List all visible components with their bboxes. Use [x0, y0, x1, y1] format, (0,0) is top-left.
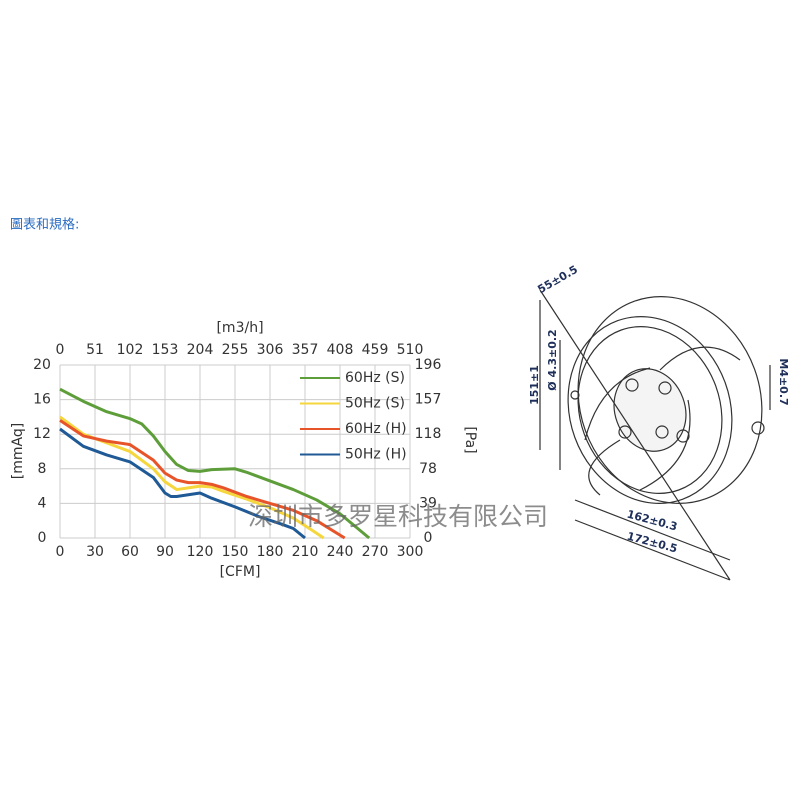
legend-label: 50Hz (S)	[345, 396, 405, 412]
fan-drawing	[539, 289, 771, 581]
x-tick-label: 150	[222, 544, 249, 560]
y-tick-label: 0	[38, 530, 47, 546]
dimension-label: M4±0.7	[777, 358, 790, 405]
x2-tick-label: 204	[187, 342, 214, 358]
legend-label: 60Hz (H)	[345, 421, 407, 437]
x2-tick-label: 51	[86, 342, 104, 358]
y-tick-label: 12	[33, 426, 51, 442]
x-tick-label: 210	[292, 544, 319, 560]
data-line	[59, 387, 371, 540]
x-tick-label: 270	[362, 544, 389, 560]
y-tick-label: 20	[33, 357, 51, 373]
x2-tick-label: 153	[152, 342, 179, 358]
x2-tick-label: 0	[56, 342, 65, 358]
dimension-label: 172±0.5	[625, 530, 678, 556]
y-tick-label: 16	[33, 392, 51, 408]
y2-tick-label: 157	[415, 391, 442, 407]
dimension-label: 151±1	[528, 365, 541, 405]
y2-tick-label: 39	[419, 496, 437, 512]
x2-tick-label: 408	[327, 342, 354, 358]
x2-tick-label: 306	[257, 342, 284, 358]
dimension-label: 55±0.5	[535, 263, 580, 296]
x2-tick-label: 102	[117, 342, 144, 358]
x-tick-label: 0	[56, 544, 65, 560]
legend-label: 60Hz (S)	[345, 370, 405, 386]
x2-tick-label: 255	[222, 342, 249, 358]
x-axis-title: [CFM]	[220, 564, 261, 580]
x2-tick-label: 459	[362, 342, 389, 358]
x-tick-label: 120	[187, 544, 214, 560]
legend-label: 50Hz (H)	[345, 447, 407, 463]
x-tick-label: 180	[257, 544, 284, 560]
x-tick-label: 240	[327, 544, 354, 560]
y2-tick-label: 196	[415, 357, 442, 373]
x-tick-label: 30	[86, 544, 104, 560]
y2-tick-label: 118	[415, 426, 442, 442]
x-tick-label: 90	[156, 544, 174, 560]
data-line	[59, 419, 346, 540]
y-tick-label: 4	[38, 495, 47, 511]
data-line	[59, 427, 306, 540]
x2-tick-label: 357	[292, 342, 319, 358]
y2-tick-label: 78	[419, 461, 437, 477]
y-tick-label: 8	[38, 461, 47, 477]
x2-axis-title: [m3/h]	[216, 320, 263, 336]
y-axis-title: [mmAq]	[10, 423, 26, 479]
x-tick-label: 60	[121, 544, 139, 560]
y2-tick-label: 0	[424, 530, 433, 546]
y2-axis-title: [Pa]	[462, 426, 478, 453]
data-line	[59, 415, 325, 540]
watermark: 深圳市多罗星科技有限公司	[248, 502, 548, 531]
heading: 圖表和規格:	[10, 217, 79, 233]
x-tick-label: 300	[397, 544, 424, 560]
x2-tick-label: 510	[397, 342, 424, 358]
dimension-label: Ø 4.3±0.2	[546, 329, 559, 390]
